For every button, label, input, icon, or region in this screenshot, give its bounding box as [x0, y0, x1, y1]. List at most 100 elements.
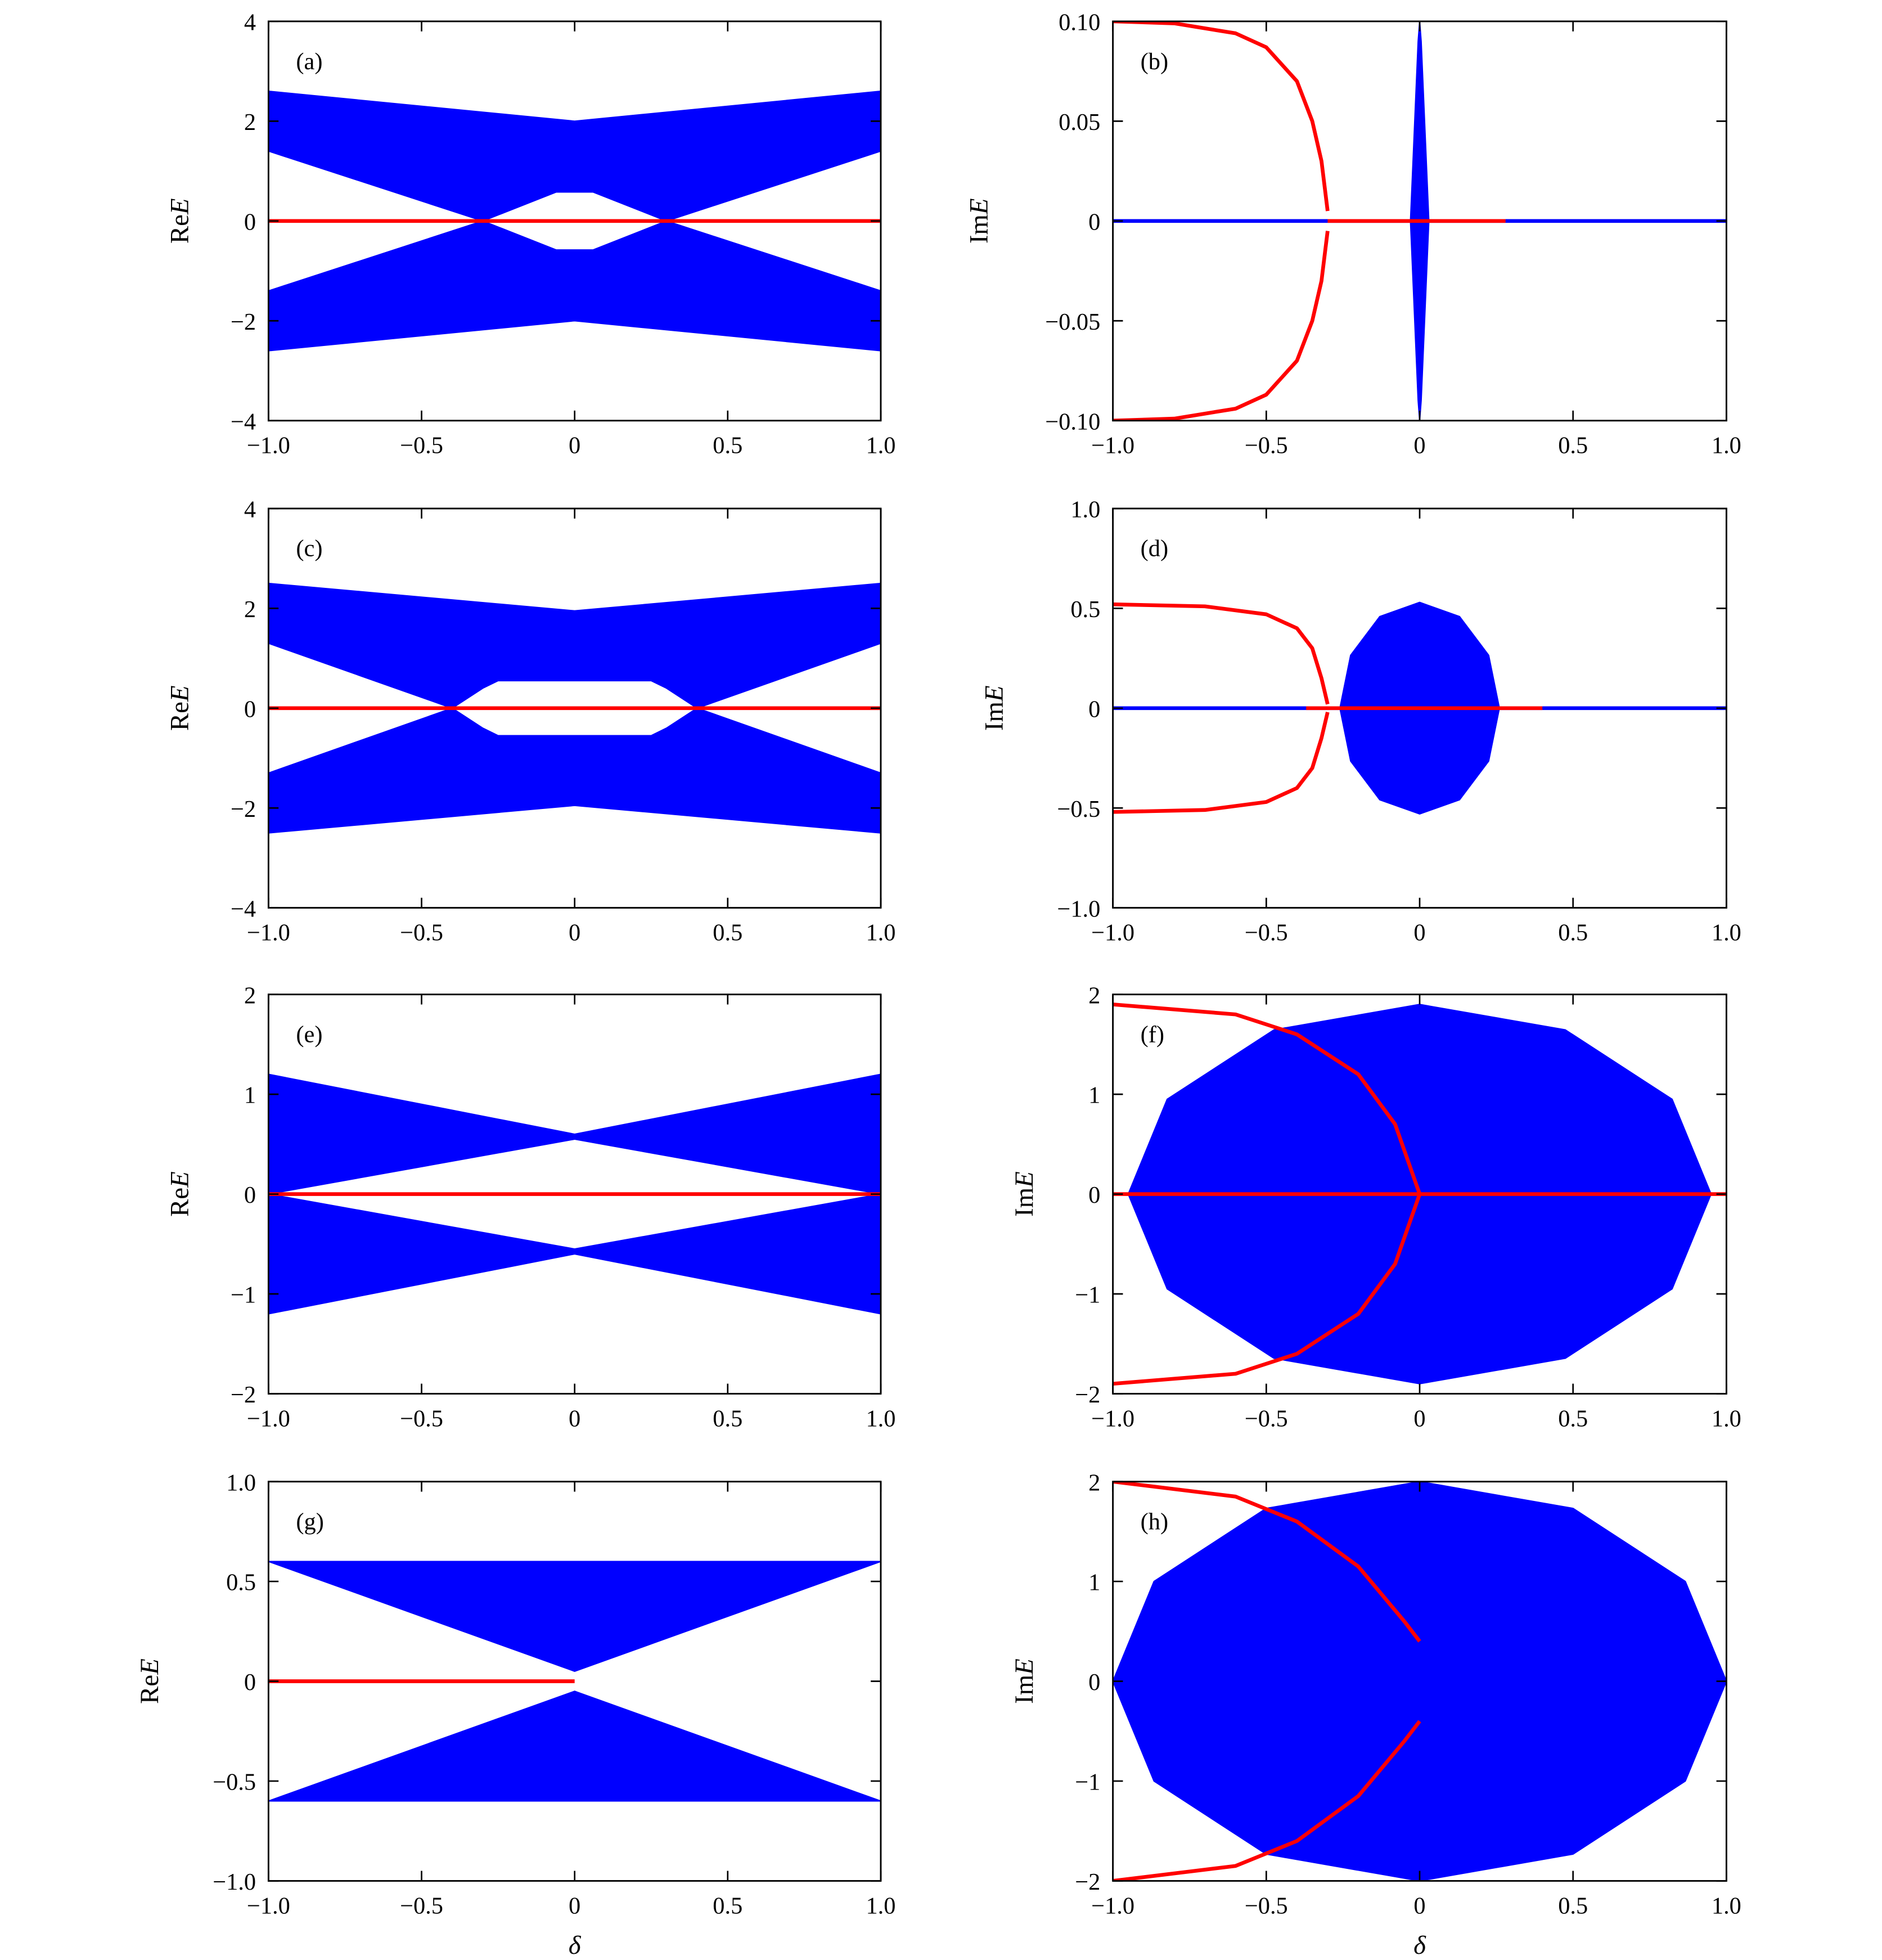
panel: −1.0 −0.5 0 0.5 1.0 −2 −1 0 1 2 (f) ImE [1010, 982, 1741, 1432]
y-tick-label: −2 [231, 309, 256, 335]
y-axis-label: ImE [1010, 1171, 1039, 1217]
y-tick-label: 2 [244, 109, 256, 136]
curve [1113, 602, 1330, 705]
x-tick-label: 0 [1413, 1892, 1425, 1919]
x-tick-label: 0.5 [713, 920, 742, 946]
plot-area [268, 1561, 881, 1802]
x-tick-label: −1.0 [1091, 1892, 1134, 1919]
x-tick-label: −0.5 [400, 920, 443, 946]
x-tick-label: 0.5 [1558, 433, 1588, 459]
x-tick-label: −1.0 [1091, 433, 1134, 459]
panel-label: (d) [1141, 536, 1168, 562]
x-tick-label: −0.5 [400, 1405, 443, 1432]
y-tick-label: −0.10 [1045, 408, 1100, 435]
plot-area [1113, 601, 1727, 815]
x-tick-label: 0.5 [713, 1892, 742, 1919]
y-axis-label: ReE [165, 685, 195, 731]
y-tick-label: 0.05 [1059, 109, 1100, 136]
x-tick-label: −1.0 [1091, 920, 1134, 946]
curve [1113, 21, 1330, 212]
y-tick-label: −1.0 [1057, 896, 1100, 922]
y-tick-label: −0.5 [1057, 796, 1100, 822]
panel-label: (f) [1141, 1021, 1164, 1048]
curve [1113, 1193, 1422, 1386]
x-axis-label: δ [1413, 1931, 1426, 1960]
panel: −1.0 −0.5 0 0.5 1.0 −2 −1 0 1 2 (h) ImE δ [1010, 1469, 1741, 1960]
x-tick-label: 0.5 [1558, 1892, 1588, 1919]
y-axis-label: ImE [979, 685, 1008, 731]
x-tick-label: 1.0 [1712, 1405, 1741, 1432]
y-tick-label: −4 [231, 896, 256, 922]
x-tick-label: 0.5 [1558, 1405, 1588, 1432]
panel-label: (e) [296, 1021, 322, 1048]
x-tick-label: −1.0 [247, 1892, 290, 1919]
plot-area [1113, 1003, 1727, 1386]
x-tick-label: 0.5 [713, 433, 742, 459]
x-tick-label: 1.0 [866, 433, 895, 459]
x-tick-label: 0 [569, 1405, 580, 1432]
x-tick-label: −0.5 [1245, 1892, 1288, 1919]
y-axis-label: ReE [165, 1171, 195, 1217]
curve [1113, 1003, 1422, 1195]
x-tick-label: 0 [569, 920, 580, 946]
panel-label: (h) [1141, 1508, 1168, 1535]
y-tick-label: 1 [244, 1082, 256, 1109]
plot-area [1113, 1481, 1727, 1881]
x-tick-label: −0.5 [1245, 1405, 1288, 1432]
x-tick-label: 1.0 [866, 920, 895, 946]
y-tick-label: 0 [244, 1182, 256, 1208]
panel-label: (b) [1141, 48, 1168, 75]
x-tick-label: 0 [1413, 920, 1425, 946]
plot-area [1113, 21, 1727, 421]
band [268, 707, 881, 834]
y-tick-label: −1 [231, 1282, 256, 1309]
x-axis-label: δ [569, 1931, 582, 1960]
x-tick-label: 0.5 [713, 1405, 742, 1432]
x-tick-label: −0.5 [400, 1892, 443, 1919]
band [1113, 1481, 1727, 1881]
x-tick-label: −1.0 [247, 920, 290, 946]
x-tick-label: 1.0 [1712, 920, 1741, 946]
y-tick-label: −2 [231, 796, 256, 822]
y-axis-label: ReE [135, 1658, 164, 1704]
y-tick-label: 0.10 [1059, 10, 1100, 36]
y-tick-label: 4 [244, 497, 256, 523]
x-tick-label: 0 [569, 433, 580, 459]
y-tick-label: 0 [244, 1669, 256, 1696]
x-tick-label: 1.0 [1712, 433, 1741, 459]
band [268, 1561, 881, 1672]
x-tick-label: 1.0 [866, 1405, 895, 1432]
curve [1113, 712, 1330, 814]
plot-area [268, 1073, 881, 1315]
y-axis-label: ImE [1010, 1658, 1039, 1704]
y-tick-label: 0 [1088, 1182, 1100, 1208]
x-tick-label: 0 [1413, 1405, 1425, 1432]
panel: −1.0 −0.5 0 0.5 1.0 −1.0 −0.5 0 0.5 1.0 (g) ReE δ [135, 1469, 895, 1960]
y-tick-label: 1 [1088, 1570, 1100, 1596]
y-tick-label: 2 [244, 982, 256, 1009]
panel: −1.0 −0.5 0 0.5 1.0 −4 −2 0 2 4 (a) ReE [165, 10, 896, 459]
y-tick-label: 1 [1088, 1082, 1100, 1109]
y-tick-label: 1.0 [226, 1469, 256, 1496]
y-axis-label: ReE [165, 198, 195, 244]
band [268, 91, 881, 222]
x-tick-label: 1.0 [1712, 1892, 1741, 1919]
y-tick-label: 0 [1088, 209, 1100, 235]
y-tick-label: −2 [1075, 1382, 1100, 1408]
y-tick-label: 0 [244, 696, 256, 722]
band [268, 1193, 881, 1315]
panel: −1.0 −0.5 0 0.5 1.0 −4 −2 0 2 4 (c) ReE [165, 497, 896, 946]
y-tick-label: 2 [1088, 982, 1100, 1009]
y-tick-label: 1.0 [1070, 497, 1100, 523]
y-tick-label: 0.5 [226, 1570, 256, 1596]
y-tick-label: 0 [1088, 1669, 1100, 1696]
y-tick-label: −1 [1075, 1769, 1100, 1796]
y-tick-label: −1 [1075, 1282, 1100, 1309]
plot-area [268, 91, 881, 352]
band [268, 220, 881, 352]
y-tick-label: −4 [231, 408, 256, 435]
panel-label: (c) [296, 536, 322, 562]
y-tick-label: −0.05 [1045, 309, 1100, 335]
y-tick-label: 4 [244, 10, 256, 36]
